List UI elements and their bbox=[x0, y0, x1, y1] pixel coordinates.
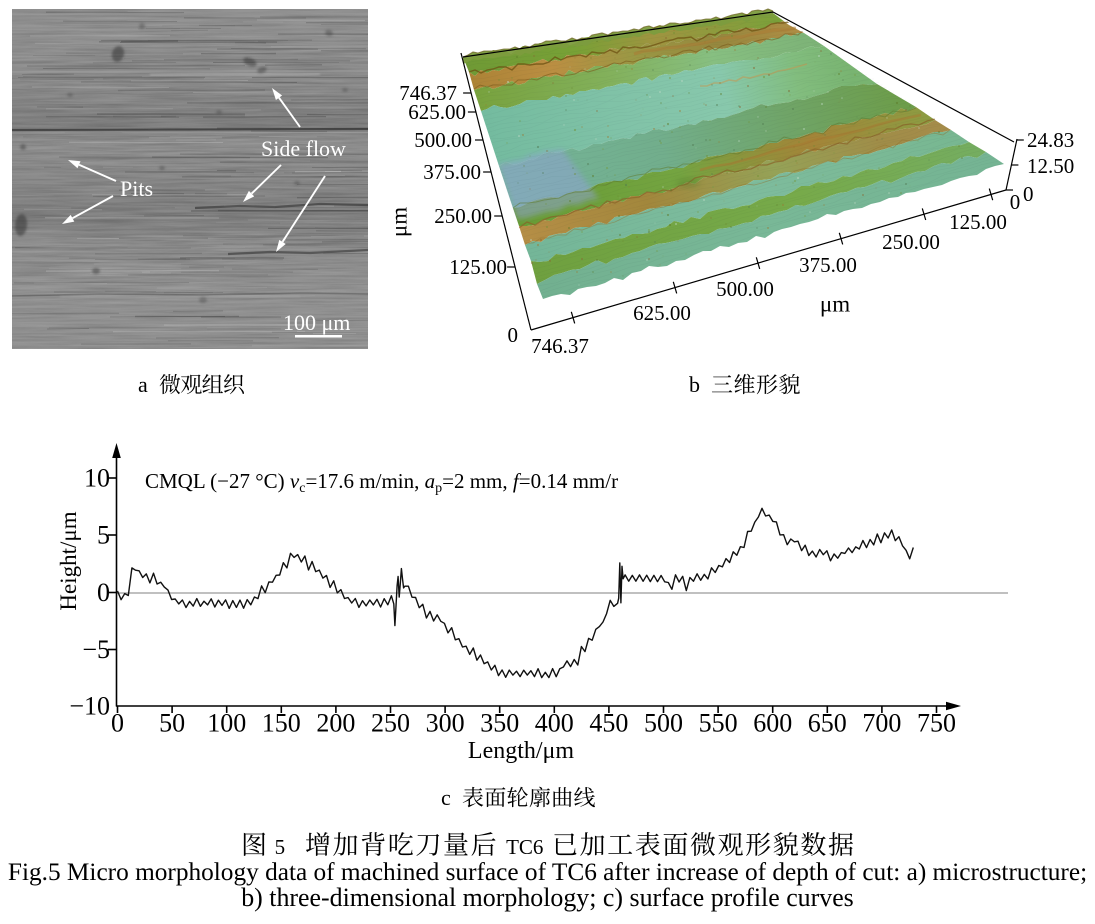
svg-text:12.50: 12.50 bbox=[1027, 154, 1074, 178]
svg-text:250.00: 250.00 bbox=[882, 230, 940, 254]
svg-text:10: 10 bbox=[84, 464, 110, 493]
svg-text:0: 0 bbox=[97, 578, 110, 607]
svg-text:Height/μm: Height/μm bbox=[56, 511, 81, 610]
svg-text:500: 500 bbox=[644, 709, 683, 738]
svg-text:746.37: 746.37 bbox=[531, 334, 589, 358]
svg-text:0: 0 bbox=[508, 323, 519, 347]
svg-text:300: 300 bbox=[426, 709, 465, 738]
svg-text:350: 350 bbox=[480, 709, 519, 738]
svg-text:500.00: 500.00 bbox=[716, 277, 774, 301]
svg-text:700: 700 bbox=[862, 709, 901, 738]
svg-text:μm: μm bbox=[387, 207, 412, 237]
svg-text:0: 0 bbox=[111, 709, 124, 738]
svg-text:250: 250 bbox=[371, 709, 410, 738]
svg-text:100 μm: 100 μm bbox=[283, 310, 350, 335]
svg-text:375.00: 375.00 bbox=[423, 160, 481, 184]
svg-text:0: 0 bbox=[1010, 190, 1021, 214]
svg-text:24.83: 24.83 bbox=[1027, 128, 1074, 152]
svg-text:100: 100 bbox=[207, 709, 246, 738]
svg-text:Pits: Pits bbox=[120, 176, 153, 201]
svg-text:625.00: 625.00 bbox=[408, 100, 466, 124]
svg-text:250.00: 250.00 bbox=[434, 204, 492, 228]
svg-text:625.00: 625.00 bbox=[633, 301, 691, 325]
svg-text:Side flow: Side flow bbox=[261, 136, 346, 161]
svg-text:−5: −5 bbox=[82, 635, 110, 664]
svg-text:CMQL (−27 °C) vc=17.6 m/min, a: CMQL (−27 °C) vc=17.6 m/min, ap=2 mm, f=… bbox=[145, 469, 618, 496]
svg-text:50: 50 bbox=[159, 709, 185, 738]
svg-text:200: 200 bbox=[316, 709, 355, 738]
svg-text:600: 600 bbox=[753, 709, 792, 738]
svg-text:μm: μm bbox=[820, 292, 850, 317]
svg-text:750: 750 bbox=[917, 709, 956, 738]
svg-text:550: 550 bbox=[699, 709, 738, 738]
svg-text:150: 150 bbox=[262, 709, 301, 738]
svg-text:−10: −10 bbox=[69, 692, 110, 721]
svg-text:400: 400 bbox=[535, 709, 574, 738]
svg-text:Length/μm: Length/μm bbox=[468, 738, 575, 764]
svg-text:0: 0 bbox=[1023, 182, 1034, 206]
svg-text:450: 450 bbox=[589, 709, 628, 738]
svg-text:5: 5 bbox=[97, 521, 110, 550]
svg-text:500.00: 500.00 bbox=[414, 128, 472, 152]
svg-text:746.37: 746.37 bbox=[399, 81, 457, 105]
svg-text:650: 650 bbox=[808, 709, 847, 738]
svg-text:375.00: 375.00 bbox=[799, 253, 857, 277]
svg-text:125.00: 125.00 bbox=[949, 210, 1007, 234]
svg-text:125.00: 125.00 bbox=[449, 255, 507, 279]
